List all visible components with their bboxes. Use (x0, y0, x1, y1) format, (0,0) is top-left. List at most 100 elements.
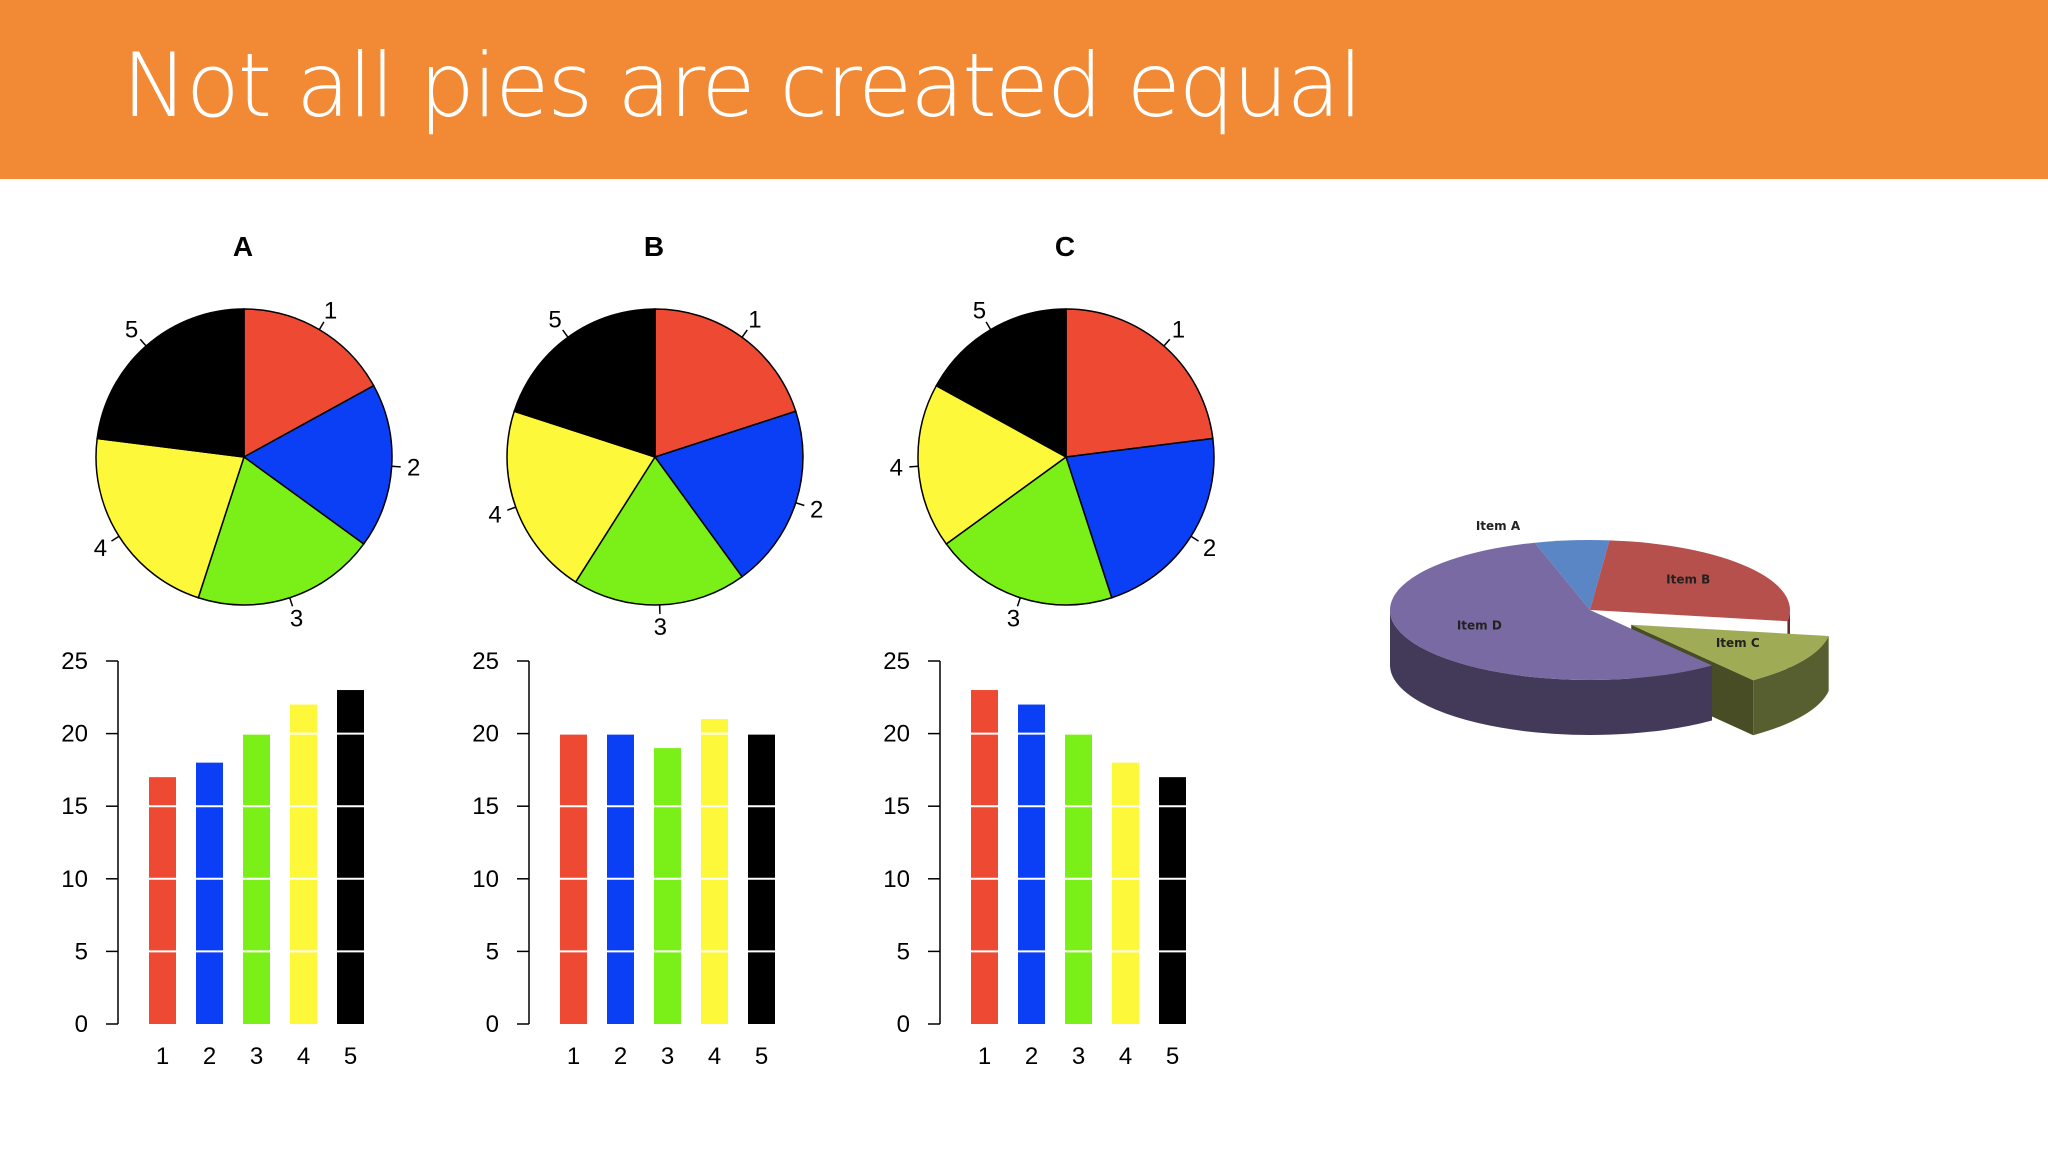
y-tick-label: 15 (472, 793, 499, 820)
pie-slice-4 (506, 410, 657, 583)
bar-2 (1018, 704, 1045, 1024)
x-tick-label: 4 (708, 1043, 721, 1070)
pie-title-c: C (1055, 231, 1075, 262)
pie-title-a: A (233, 231, 253, 262)
pie-label-1: 1 (748, 306, 761, 333)
bar-5 (337, 690, 364, 1024)
pie-slice-1 (243, 308, 375, 459)
pie3d-label: Item A (1476, 519, 1521, 533)
bar-chart-c: 1 2 3 4 5 0 5 10 15 20 25 (883, 648, 1191, 1070)
pie-label-4: 4 (94, 535, 107, 562)
pie-label-1: 1 (324, 298, 337, 325)
pie-tick (985, 321, 992, 330)
y-tick-label: 5 (486, 938, 499, 965)
pie-label-1: 1 (1172, 316, 1185, 343)
x-tick-label: 1 (567, 1043, 580, 1070)
pie-label-3: 3 (290, 606, 303, 633)
pie-3d-chart: Item A Item B Item C Item D (1389, 519, 1829, 736)
pie3d-side (1390, 610, 1713, 735)
bar-2 (196, 762, 223, 1024)
pie3d-top (1534, 540, 1610, 610)
pie-slice-4 (95, 437, 245, 599)
bar-3 (654, 748, 681, 1024)
y-tick-label: 0 (75, 1011, 88, 1038)
pie-slice-3 (574, 455, 744, 606)
x-tick-label: 1 (978, 1043, 991, 1070)
pie-tick (507, 506, 517, 511)
pie-label-5: 5 (125, 316, 138, 343)
pie3d-label: Item C (1716, 636, 1760, 650)
pie3d-label: Item D (1457, 619, 1502, 633)
y-tick-label: 15 (883, 793, 910, 820)
bar-5 (1159, 777, 1186, 1024)
pie-tick (318, 321, 325, 330)
bar-1 (149, 777, 176, 1024)
pie-label-2: 2 (810, 497, 823, 524)
pie-tick (1163, 338, 1171, 347)
bar-4 (1112, 762, 1139, 1024)
pie3d-top (1389, 542, 1713, 681)
pie-label-3: 3 (654, 614, 667, 641)
y-tick-label: 25 (61, 648, 88, 675)
x-tick-label: 5 (344, 1043, 357, 1070)
pie-tick (909, 465, 919, 468)
pie-slice-5 (96, 308, 245, 458)
y-tick-label: 0 (486, 1011, 499, 1038)
pie3d-side (1753, 635, 1829, 736)
x-tick-label: 2 (614, 1043, 627, 1070)
pie-chart-a: A 1 2 3 4 5 (94, 231, 421, 633)
pie-tick (111, 535, 120, 542)
pie-slice-3 (197, 455, 365, 606)
pie-tick (562, 329, 569, 338)
slide-title: Not all pies are created equal (122, 34, 1363, 137)
x-tick-label: 2 (1025, 1043, 1038, 1070)
y-tick-label: 20 (472, 721, 499, 748)
pie-slice-2 (1065, 437, 1215, 599)
pie-label-3: 3 (1007, 606, 1020, 633)
pie-label-4: 4 (890, 455, 903, 482)
pie-slice-2 (242, 384, 393, 546)
y-tick-label: 20 (883, 721, 910, 748)
x-tick-label: 2 (203, 1043, 216, 1070)
pie3d-top (1590, 540, 1790, 622)
pie-label-5: 5 (973, 298, 986, 325)
bar-chart-a: 1 2 3 4 5 0 5 10 15 20 25 (61, 648, 369, 1070)
y-tick-label: 5 (897, 938, 910, 965)
y-tick-label: 10 (883, 866, 910, 893)
pie-slice-5 (935, 308, 1067, 459)
x-tick-label: 4 (1119, 1043, 1132, 1070)
pie-title-b: B (644, 231, 664, 262)
pie-label-2: 2 (1203, 535, 1216, 562)
pie-label-5: 5 (548, 306, 561, 333)
pie3d-top (1631, 624, 1829, 681)
x-tick-label: 1 (156, 1043, 169, 1070)
pie-tick (1016, 597, 1021, 607)
pie3d-slice-item-a: Item A (1476, 519, 1610, 610)
pie3d-slice-item-d: Item D (1389, 542, 1713, 735)
x-tick-label: 3 (661, 1043, 674, 1070)
x-tick-label: 3 (250, 1043, 263, 1070)
pie-chart-b: B 1 2 3 4 5 (488, 231, 823, 641)
pie-tick (741, 329, 748, 338)
x-tick-label: 5 (1166, 1043, 1179, 1070)
x-tick-label: 4 (297, 1043, 310, 1070)
pie-charts-layer: A 1 2 3 4 5 B 1 2 3 4 5 C 1 2 3 4 5 (94, 231, 1216, 641)
pie-slice-2 (653, 410, 804, 578)
y-tick-label: 10 (472, 866, 499, 893)
pie-slice-5 (513, 308, 656, 459)
x-tick-label: 3 (1072, 1043, 1085, 1070)
pie-slice-4 (917, 384, 1068, 546)
y-tick-label: 20 (61, 721, 88, 748)
pie-tick (139, 338, 147, 347)
bar-chart-b: 1 2 3 4 5 0 5 10 15 20 25 (472, 648, 780, 1070)
y-tick-label: 25 (883, 648, 910, 675)
x-tick-label: 5 (755, 1043, 768, 1070)
bar-1 (971, 690, 998, 1024)
bar-4 (290, 704, 317, 1024)
y-tick-label: 10 (61, 866, 88, 893)
pie-slice-1 (654, 308, 797, 459)
pie3d-label: Item B (1666, 573, 1710, 587)
pie-tick (795, 502, 805, 507)
